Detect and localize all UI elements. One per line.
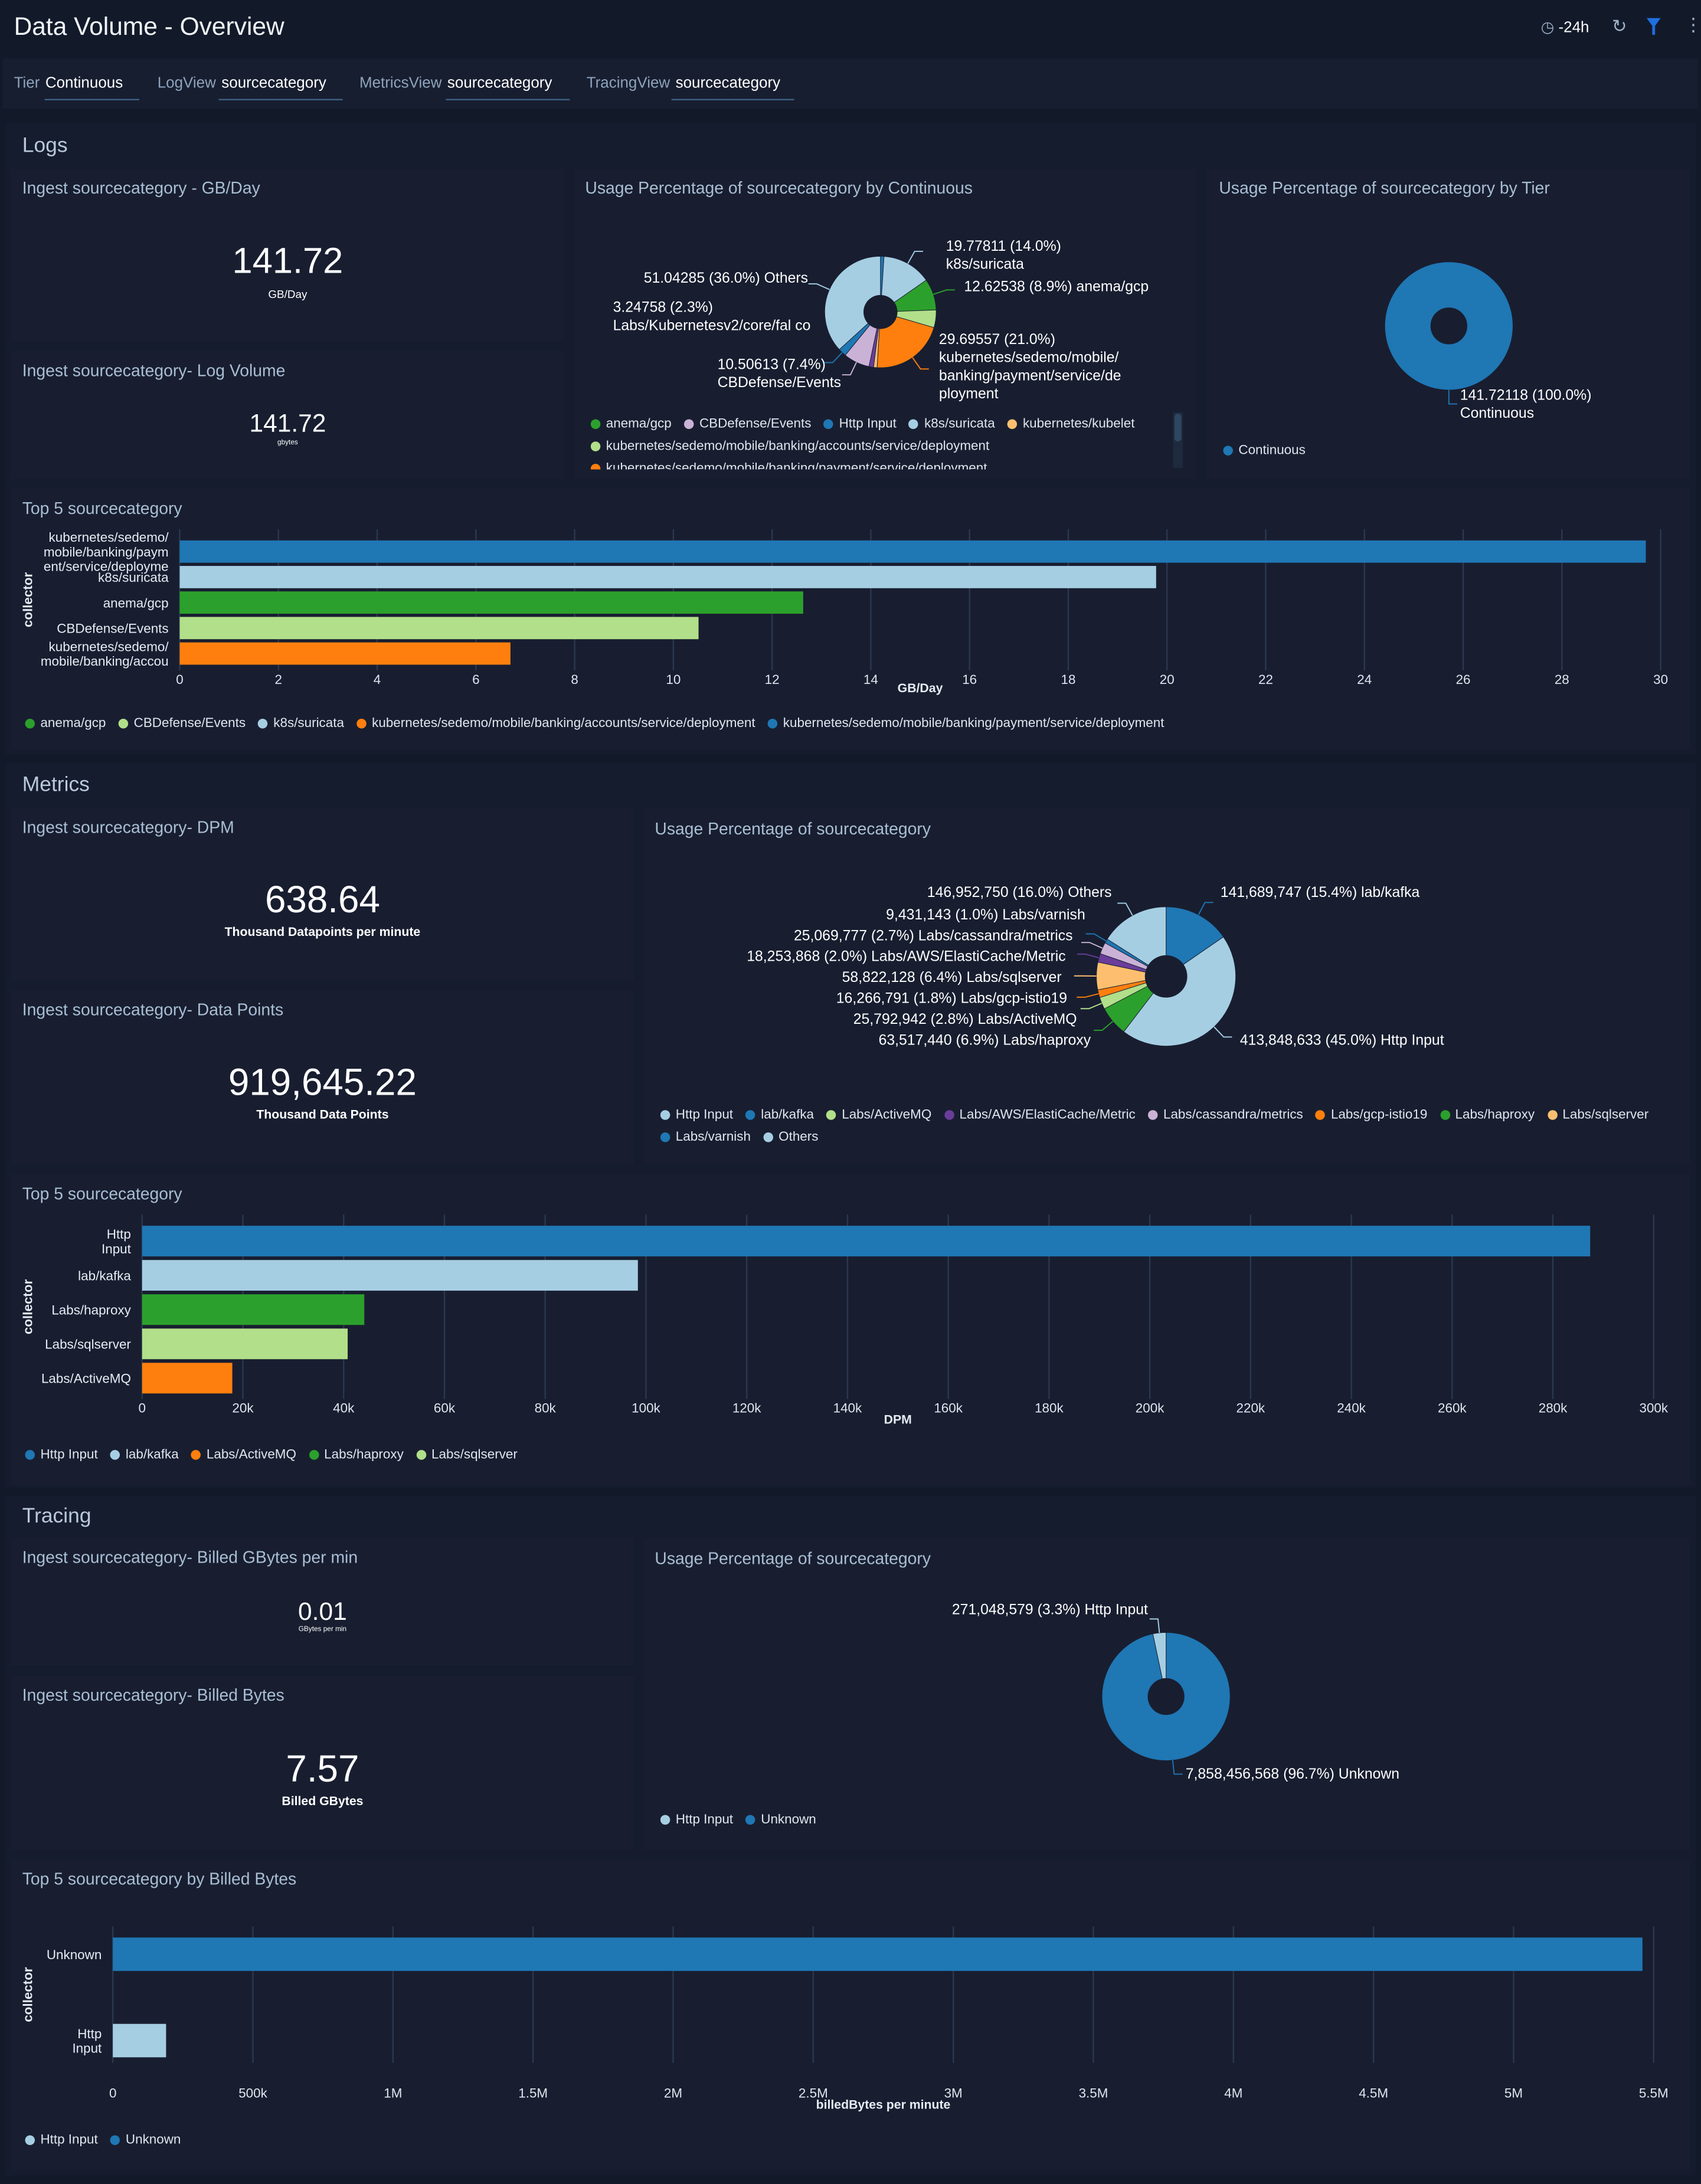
- y-category-label: Labs/ActiveMQ: [41, 1371, 131, 1386]
- y-category-label: Unknown: [47, 1947, 102, 1962]
- y-axis-label: collector: [20, 1967, 35, 2022]
- x-tick-label: 22: [1258, 672, 1273, 687]
- y-category-label: anema/gcp: [103, 595, 169, 610]
- pie-leader-line: [1449, 390, 1457, 404]
- x-tick-label: 240k: [1337, 1400, 1366, 1415]
- pie-leader-line: [825, 352, 842, 362]
- bar[interactable]: [142, 1260, 638, 1291]
- x-tick-label: 200k: [1136, 1400, 1164, 1415]
- x-tick-label: 5.5M: [1639, 2086, 1669, 2101]
- pie-leader-line: [1081, 942, 1103, 948]
- x-tick-label: 2: [275, 672, 282, 687]
- pie-leader-line: [1214, 1027, 1232, 1037]
- y-category-label: CBDefense/Events: [57, 621, 168, 636]
- y-category-label: Labs/sqlserver: [45, 1337, 131, 1352]
- x-tick-label: 80k: [535, 1400, 557, 1415]
- pie-leader-line: [1117, 903, 1133, 916]
- x-tick-label: 60k: [434, 1400, 456, 1415]
- x-tick-label: 180k: [1035, 1400, 1064, 1415]
- pie-leader-line: [1094, 1021, 1113, 1030]
- y-axis-label: collector: [20, 572, 35, 627]
- y-category-label: Labs/haproxy: [51, 1303, 131, 1318]
- x-tick-label: 20: [1160, 672, 1175, 687]
- x-tick-label: 8: [571, 672, 578, 687]
- x-axis-label: billedBytes per minute: [816, 2098, 951, 2112]
- bar[interactable]: [113, 2024, 166, 2058]
- x-axis-label: DPM: [884, 1412, 912, 1426]
- x-tick-label: 26: [1456, 672, 1471, 687]
- x-tick-label: 3.5M: [1079, 2086, 1108, 2101]
- x-tick-label: 300k: [1639, 1400, 1668, 1415]
- pie-leader-line: [809, 284, 830, 290]
- x-tick-label: 12: [765, 672, 780, 687]
- x-axis-label: GB/Day: [898, 681, 943, 695]
- x-tick-label: 1M: [384, 2086, 402, 2101]
- bar[interactable]: [179, 591, 803, 614]
- bar[interactable]: [179, 566, 1156, 588]
- x-tick-label: 1.5M: [518, 2086, 548, 2101]
- x-tick-label: 0: [176, 672, 183, 687]
- x-tick-label: 2M: [664, 2086, 682, 2101]
- x-tick-label: 14: [863, 672, 878, 687]
- x-tick-label: 16: [962, 672, 977, 687]
- x-tick-label: 120k: [732, 1400, 761, 1415]
- x-tick-label: 18: [1061, 672, 1075, 687]
- x-tick-label: 28: [1555, 672, 1569, 687]
- x-tick-label: 260k: [1438, 1400, 1467, 1415]
- bar[interactable]: [179, 643, 510, 665]
- pie-leader-line: [908, 251, 923, 264]
- bar[interactable]: [142, 1294, 364, 1325]
- x-tick-label: 0: [139, 1400, 146, 1415]
- x-tick-label: 20k: [232, 1400, 254, 1415]
- x-tick-label: 40k: [333, 1400, 355, 1415]
- bar[interactable]: [179, 617, 698, 639]
- y-category-label: lab/kafka: [78, 1268, 131, 1283]
- pie-leader-line: [1086, 934, 1106, 941]
- x-tick-label: 30: [1653, 672, 1668, 687]
- pie-leader-line: [1150, 1619, 1160, 1632]
- pie-leader-line: [842, 362, 856, 375]
- x-tick-label: 160k: [934, 1400, 963, 1415]
- pie-leader-line: [912, 358, 929, 369]
- pie-leader-line: [933, 290, 955, 294]
- x-tick-label: 4: [374, 672, 381, 687]
- bar[interactable]: [142, 1363, 233, 1393]
- bar[interactable]: [142, 1226, 1590, 1256]
- bar[interactable]: [113, 1937, 1643, 1971]
- x-tick-label: 140k: [833, 1400, 862, 1415]
- bar[interactable]: [142, 1328, 348, 1359]
- pie-leader-line: [1199, 902, 1213, 915]
- x-tick-label: 0: [109, 2086, 116, 2101]
- pie-slice[interactable]: [1385, 262, 1513, 390]
- pie-leader-line: [1081, 1003, 1102, 1008]
- pie-leader-line: [1077, 994, 1098, 997]
- pie-leader-line: [1173, 1760, 1183, 1774]
- pie-leader-line: [1077, 954, 1099, 958]
- bar[interactable]: [179, 541, 1646, 563]
- x-tick-label: 4.5M: [1359, 2086, 1388, 2101]
- x-tick-label: 220k: [1237, 1400, 1265, 1415]
- x-tick-label: 5M: [1504, 2086, 1523, 2101]
- x-tick-label: 24: [1357, 672, 1372, 687]
- x-tick-label: 6: [472, 672, 479, 687]
- y-category-label: k8s/suricata: [98, 570, 169, 585]
- x-tick-label: 100k: [632, 1400, 660, 1415]
- x-tick-label: 500k: [238, 2086, 267, 2101]
- x-tick-label: 4M: [1224, 2086, 1242, 2101]
- y-axis-label: collector: [20, 1279, 35, 1335]
- y-category-label: kubernetes/sedemo/mobile/banking/accou: [41, 639, 169, 669]
- x-tick-label: 10: [666, 672, 681, 687]
- x-tick-label: 280k: [1539, 1400, 1568, 1415]
